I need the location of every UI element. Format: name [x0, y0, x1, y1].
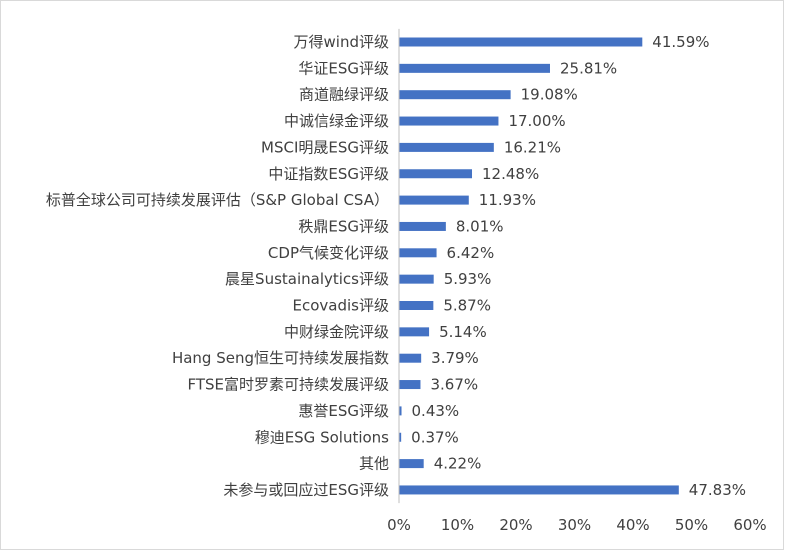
data-label: 5.87% [443, 297, 491, 315]
category-label: 华证ESG评级 [298, 59, 389, 77]
category-label: 中诚信绿金评级 [284, 112, 389, 130]
data-label: 11.93% [479, 191, 536, 209]
bar [399, 485, 679, 495]
bar [399, 301, 434, 310]
data-label: 5.93% [444, 270, 492, 288]
data-label: 41.59% [652, 33, 709, 51]
category-label: 秩鼎ESG评级 [298, 217, 389, 235]
x-tick-label: 40% [616, 516, 649, 534]
bars-group [399, 37, 679, 495]
x-axis-ticks-group: 0% 10% 20% 30% 40% 50% 60% [387, 516, 767, 534]
bar [399, 169, 473, 179]
x-tick-label: 30% [558, 516, 591, 534]
data-labels-group: 41.59% 25.81% 19.08% 17.00% 16.21% 12.48% 11.9… [411, 33, 746, 499]
category-label: FTSE富时罗素可持续发展评级 [187, 376, 389, 394]
category-label: CDP气候变化评级 [268, 244, 389, 262]
category-label: 惠誉ESG评级 [298, 402, 389, 420]
data-label: 17.00% [508, 112, 565, 130]
data-label: 3.79% [431, 349, 479, 367]
data-label: 19.08% [521, 86, 578, 104]
bar [399, 142, 494, 152]
data-label: 5.14% [439, 323, 487, 341]
bar [399, 116, 499, 126]
bar [399, 195, 469, 205]
bar [399, 380, 421, 390]
data-label: 3.67% [430, 376, 478, 394]
category-label: 穆迪ESG Solutions [255, 428, 389, 446]
bar [399, 248, 437, 258]
data-label: 0.37% [411, 428, 459, 446]
category-label: Hang Seng恒生可持续发展指数 [172, 349, 389, 367]
data-label: 0.43% [412, 402, 460, 420]
bar [399, 432, 402, 442]
bar [399, 274, 434, 284]
x-tick-label: 50% [675, 516, 708, 534]
bar [399, 353, 422, 363]
data-label: 47.83% [689, 481, 746, 499]
category-label: 未参与或回应过ESG评级 [223, 481, 389, 499]
data-label: 6.42% [447, 244, 495, 262]
category-label: 中证指数ESG评级 [268, 165, 389, 183]
category-label: MSCI明晟ESG评级 [261, 138, 389, 156]
data-label: 12.48% [482, 165, 539, 183]
x-tick-label: 60% [733, 516, 766, 534]
x-tick-label: 10% [441, 516, 474, 534]
bar [399, 327, 430, 337]
category-label: 标普全球公司可持续发展评估（S&P Global CSA） [46, 191, 389, 209]
x-tick-label: 20% [499, 516, 532, 534]
bar [399, 63, 550, 73]
data-label: 8.01% [456, 217, 504, 235]
category-label: 中财绿金院评级 [284, 323, 389, 341]
category-label: 晨星Sustainalytics评级 [225, 270, 389, 288]
data-label: 25.81% [560, 59, 617, 77]
bar [399, 90, 511, 100]
data-label: 4.22% [434, 455, 482, 473]
bar [399, 459, 424, 469]
category-label: 商道融绿评级 [299, 86, 389, 104]
bar [399, 221, 446, 231]
category-label: 万得wind评级 [294, 33, 389, 51]
category-label: 其他 [359, 455, 389, 473]
data-label: 16.21% [504, 138, 561, 156]
bar [399, 406, 402, 416]
category-label: Ecovadis评级 [293, 297, 389, 315]
bar [399, 37, 643, 47]
x-tick-label: 0% [387, 516, 411, 534]
